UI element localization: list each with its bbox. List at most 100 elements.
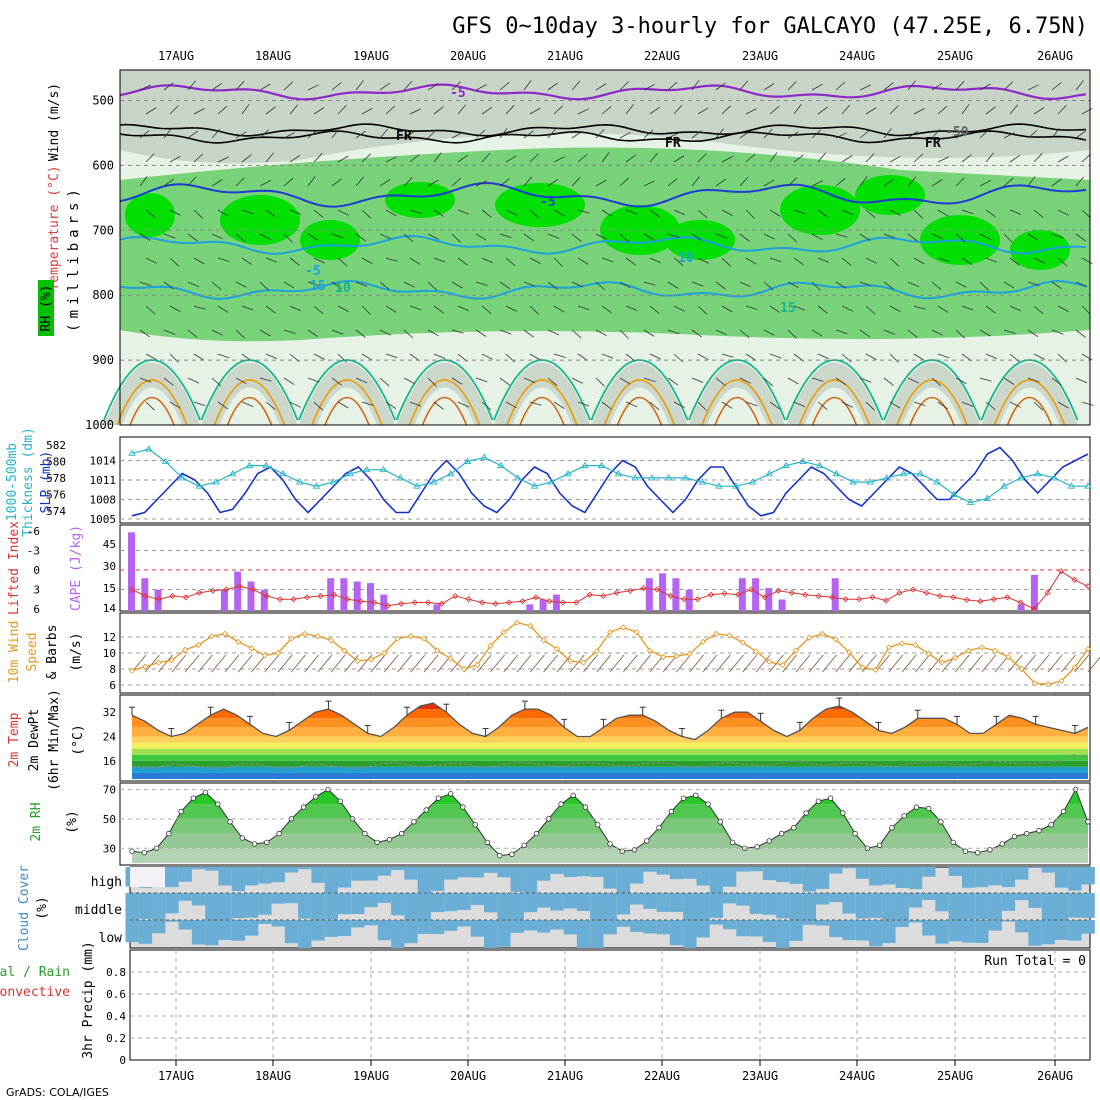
wind-barb: [409, 257, 421, 265]
rh-point: [300, 804, 307, 810]
wind-barb: [307, 84, 319, 91]
top-date-label: 25AUG: [937, 49, 973, 63]
wind-barb: [691, 80, 700, 91]
bottom-date-label: 20AUG: [450, 1069, 486, 1083]
li-point: [654, 586, 661, 593]
thickness-point: [815, 461, 824, 469]
wind-barb: [451, 233, 461, 243]
temp-band: [132, 754, 1088, 761]
li-point: [1058, 568, 1065, 575]
contour-orange-inner: [909, 396, 955, 426]
thickness-point: [715, 482, 723, 489]
wind-speed-point: [673, 653, 680, 660]
cloud-bar: [178, 893, 192, 901]
wind-barb: [937, 401, 949, 410]
contour-orange-inner: [324, 396, 370, 426]
cape-tick-label: 14: [103, 602, 117, 615]
bottom-date-label: 23AUG: [742, 1069, 778, 1083]
cloud-bar: [298, 893, 312, 919]
surface-wind-barb: [968, 654, 983, 673]
wind-barb: [955, 233, 966, 243]
wind-barb: [553, 401, 565, 409]
contour-minus5: [119, 181, 1087, 208]
surface-wind-barb: [689, 654, 705, 673]
wind-barb: [355, 377, 368, 384]
cloud-bar: [576, 893, 591, 911]
wind-speed-point: [752, 648, 760, 655]
wind-barb: [1051, 82, 1062, 91]
rh-point: [938, 819, 944, 825]
wind-barb: [355, 80, 364, 91]
contour-orange-inner: [811, 396, 858, 426]
wind-speed-point: [978, 644, 985, 651]
cloud-bar: [656, 893, 670, 912]
convective-label: Convective: [0, 985, 70, 1000]
wind-barb: [763, 377, 774, 387]
wind-barb: [715, 178, 727, 187]
cloud-bar: [563, 867, 577, 877]
cloud-bar: [802, 867, 816, 892]
slp-ticks: 1005 1008 1011 1014 574 576 578 580 582: [46, 439, 116, 526]
wind-barb: [1081, 401, 1094, 406]
wind-barb: [241, 209, 254, 215]
wind-barb: [625, 305, 638, 311]
wind-barb: [289, 401, 301, 408]
li-point: [627, 587, 634, 594]
wind-barb: [577, 353, 589, 362]
wind-barb: [769, 105, 780, 115]
wind-barb: [889, 257, 900, 267]
wind-barb: [1075, 281, 1088, 287]
cloud-level-high: high: [91, 875, 122, 890]
rh-point: [558, 801, 564, 807]
wind-barb: [505, 104, 515, 115]
cape-bar: [128, 532, 135, 611]
cloud-bar: [537, 867, 551, 881]
cloud-clear-patch: [130, 867, 165, 887]
wind-barb: [475, 329, 487, 337]
wind-barb: [769, 401, 780, 410]
wind-barbs-label: & Barbs: [45, 625, 60, 680]
li-point: [694, 596, 701, 603]
temp-band: [132, 748, 1088, 755]
cloud-bar: [351, 893, 365, 914]
wind-speed-point: [314, 633, 321, 640]
thickness-point: [312, 482, 321, 489]
wind-barb: [811, 129, 822, 139]
wind-barb: [313, 209, 324, 218]
wind-barb: [259, 233, 271, 240]
contour-orange-inner: [1006, 396, 1053, 426]
surface-wind-barb: [636, 654, 651, 673]
rh-point: [533, 830, 540, 837]
wind-barb: [1057, 401, 1069, 409]
rh-point: [962, 848, 969, 854]
cloud-bar: [205, 893, 219, 920]
surface-wind-barb: [928, 654, 944, 673]
wind-barb: [313, 305, 324, 315]
minmax-label: (6hr Min/Max): [47, 689, 62, 791]
cloud-bar: [523, 893, 538, 913]
cloud-bar: [1081, 893, 1095, 918]
wind-speed-point: [1084, 645, 1092, 653]
cloud-bar: [125, 920, 139, 943]
wind-barb: [169, 105, 179, 115]
pressure-tick-label: 800: [92, 288, 114, 302]
wind-barb: [643, 84, 655, 91]
cloud-bar: [537, 893, 551, 908]
cloud-bar: [497, 867, 511, 878]
wind-speed-point: [739, 639, 746, 646]
wind-barb: [691, 130, 702, 139]
wind-barb: [361, 209, 372, 219]
wind-speed-point: [354, 657, 361, 665]
cape-bar: [672, 578, 680, 611]
cloud-unit-label: (%): [35, 896, 50, 919]
cloud-bar: [855, 893, 870, 919]
wind-barb: [241, 401, 254, 407]
li-point: [263, 592, 270, 600]
wind-barb: [1027, 281, 1040, 287]
rh-point: [1085, 819, 1091, 825]
wind-barb: [145, 107, 157, 115]
wind-speed-point: [819, 630, 826, 637]
thickness-point: [128, 449, 136, 456]
wind-barb: [979, 233, 991, 240]
wind-barb: [811, 329, 823, 337]
